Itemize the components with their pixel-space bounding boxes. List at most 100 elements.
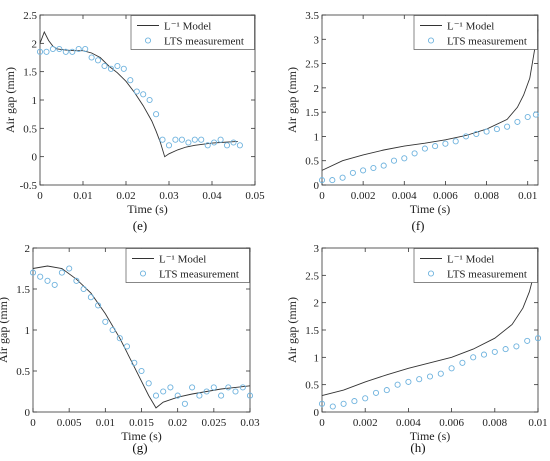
data-point-lts (80, 285, 87, 293)
y-tick-label: 1.5 (305, 325, 319, 337)
y-tick-label: 3.5 (305, 10, 319, 22)
data-point-lts (88, 54, 95, 61)
series-line-model (321, 29, 539, 171)
legend-label-model: L⁻¹ Model (447, 254, 494, 266)
x-tick-label: 0.01 (528, 417, 547, 429)
data-point-lts (146, 96, 153, 104)
data-point-lts (230, 139, 237, 146)
data-point-lts (218, 392, 225, 399)
y-tick-label: 2 (314, 83, 320, 95)
data-point-lts (246, 392, 254, 399)
data-point-lts (36, 48, 44, 55)
x-tick-label: 0.005 (57, 417, 82, 429)
data-point-lts (534, 335, 542, 342)
y-tick-label: 0.5 (305, 156, 319, 168)
y-axis-label: Air gap (mm) (285, 297, 299, 363)
series-line-model (32, 265, 251, 409)
data-point-lts (394, 381, 401, 388)
data-point-lts (339, 174, 346, 181)
x-tick-label: 0 (319, 190, 325, 202)
data-point-lts (223, 142, 231, 149)
legend-box (413, 248, 538, 283)
y-tick-label: 0.5 (16, 366, 30, 378)
x-tick-label: 0.01 (96, 417, 115, 429)
x-tick-label: 0.04 (202, 190, 222, 202)
legend-label-lts: LTS measurement (447, 36, 527, 48)
x-tick-label: 0.008 (482, 417, 507, 429)
data-point-lts (329, 177, 336, 184)
data-point-lts (196, 392, 203, 399)
data-point-lts (178, 136, 185, 143)
data-point-lts (514, 118, 521, 125)
data-point-lts (401, 155, 408, 162)
y-tick-label: 1.5 (23, 67, 37, 79)
legend-swatch-marker (139, 270, 147, 277)
data-point-lts (513, 343, 520, 350)
data-point-lts (107, 65, 115, 72)
legend-label-model: L⁻¹ Model (159, 254, 206, 266)
data-point-lts (44, 277, 51, 284)
y-tick-label: 1 (314, 352, 320, 364)
x-axis-label: Time (s) (121, 429, 162, 443)
data-point-lts (203, 388, 210, 395)
data-point-lts (160, 388, 167, 395)
data-point-lts (470, 354, 477, 361)
data-point-lts (362, 395, 369, 402)
data-point-lts (165, 142, 173, 149)
data-point-lts (318, 177, 326, 184)
data-point-lts (459, 359, 466, 366)
data-point-lts (437, 370, 444, 377)
data-point-lts (82, 45, 89, 53)
x-tick-label: 0.01 (518, 190, 537, 202)
legend-box (125, 248, 250, 283)
y-tick-label: 1 (314, 131, 320, 143)
data-point-lts (351, 398, 358, 405)
data-point-lts (94, 57, 102, 64)
data-point-lts (116, 335, 123, 342)
data-point-lts (174, 392, 181, 399)
data-point-lts (43, 48, 50, 55)
data-point-lts (198, 136, 205, 143)
x-axis-label: Time (s) (127, 202, 168, 216)
data-point-lts (491, 348, 498, 355)
data-point-lts (462, 133, 470, 140)
legend-swatch-marker (427, 37, 435, 44)
data-point-lts (411, 150, 418, 157)
data-point-lts (73, 277, 80, 284)
chart-panel-3: 0 0.005 0.01 0.015 0.02 0.025 0.03 0 0.5 1 1.5 2 L⁻¹… (0, 243, 260, 455)
data-point-lts (340, 400, 347, 407)
x-tick-label: 0.03 (159, 190, 179, 202)
data-point-lts (159, 136, 166, 143)
data-point-lts (493, 126, 500, 133)
data-point-lts (51, 281, 58, 288)
data-point-lts (87, 294, 94, 301)
data-point-lts (153, 111, 160, 118)
data-point-lts (58, 269, 65, 276)
data-point-lts (140, 91, 147, 98)
data-point-lts (66, 265, 73, 272)
y-tick-label: 0 (32, 152, 38, 164)
data-point-lts (102, 318, 109, 325)
x-tick-label: 0 (319, 417, 325, 429)
chart-panel-2: 0 0.002 0.004 0.006 0.008 0.01 0 0.5 1 1.5 2 2.5 3 3.… (285, 10, 539, 233)
data-point-lts (167, 384, 174, 391)
y-tick-label: 2.5 (305, 59, 319, 71)
y-tick-label: 3 (314, 243, 320, 255)
y-tick-label: 1.5 (16, 284, 30, 296)
data-point-lts (211, 139, 218, 146)
y-axis-label: Air gap (mm) (285, 67, 299, 133)
data-point-lts (120, 65, 127, 72)
data-point-lts (329, 403, 336, 410)
x-tick-label: 0 (37, 190, 43, 202)
y-tick-label: 1 (32, 95, 38, 107)
legend-label-lts: LTS measurement (164, 36, 244, 48)
data-point-lts (37, 273, 44, 280)
data-point-lts (532, 111, 539, 118)
x-tick-label: 0.015 (129, 417, 154, 429)
y-axis-label: Air gap (mm) (3, 67, 17, 133)
x-tick-label: 0.006 (439, 417, 464, 429)
panel-caption: (f) (412, 218, 425, 233)
data-point-lts (109, 326, 116, 334)
x-tick-label: 0.03 (240, 417, 260, 429)
y-tick-label: 0.5 (23, 123, 37, 135)
